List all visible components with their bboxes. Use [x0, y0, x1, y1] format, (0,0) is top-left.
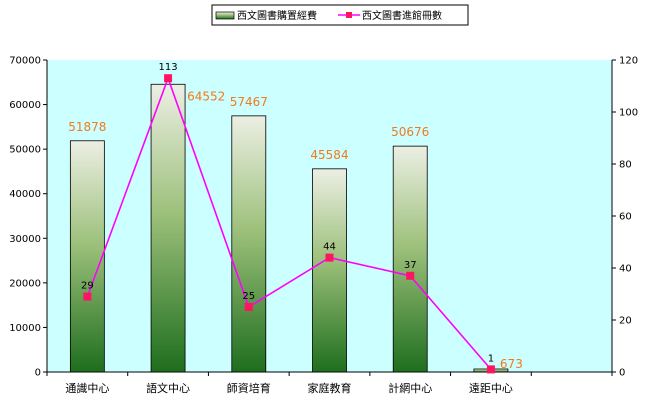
point-value-label: 113 — [159, 62, 178, 73]
point-labels: 29 113 25 44 37 1 — [81, 62, 494, 364]
category-label: 語文中心 — [146, 381, 190, 395]
bar-value-label: 57467 — [230, 95, 268, 109]
y-right-tick-label: 100 — [619, 108, 638, 119]
y-right-tick-label: 20 — [619, 316, 632, 327]
y-left-tick-label: 10000 — [9, 323, 41, 334]
y-right-tick-label: 0 — [619, 368, 625, 379]
series-point — [83, 292, 92, 301]
bar-value-label: 673 — [500, 357, 523, 371]
point-value-label: 37 — [404, 260, 417, 271]
legend-swatch-marker — [346, 12, 352, 18]
y-left-tick-label: 70000 — [9, 56, 41, 67]
point-value-label: 1 — [488, 353, 494, 364]
y-left-tick-label: 20000 — [9, 278, 41, 289]
legend: 西文圖書購置經費 西文圖書進館冊數 — [211, 4, 469, 26]
series-point — [406, 271, 415, 280]
bar-labels: 51878 64552 57467 45584 50676 673 — [68, 89, 523, 371]
bar — [69, 140, 105, 373]
y-left-tick-label: 50000 — [9, 145, 41, 156]
axes: 0 10000 20000 30000 40000 50000 60000 70000 0 20 4… — [9, 56, 638, 379]
category-labels: 通識中心 語文中心 師資培育 家庭教育 計網中心 遠距中心 — [65, 381, 513, 395]
bar — [392, 145, 428, 373]
y-right-tick-label: 120 — [619, 56, 638, 67]
y-right-tick-label: 40 — [619, 264, 632, 275]
legend-label-line: 西文圖書進館冊數 — [362, 9, 442, 22]
category-label: 家庭教育 — [308, 381, 352, 395]
bar-value-label: 51878 — [68, 120, 106, 134]
bars — [69, 83, 509, 373]
bar — [150, 83, 186, 373]
bar-value-label: 50676 — [391, 125, 429, 139]
y-right-tick-label: 80 — [619, 160, 632, 171]
bar-value-label: 64552 — [187, 89, 225, 103]
bar-value-label: 45584 — [310, 148, 348, 162]
y-left-tick-label: 0 — [35, 368, 41, 379]
line-series — [83, 74, 495, 374]
y-right-tick-label: 60 — [619, 212, 632, 223]
series-point — [486, 365, 495, 374]
series-line — [86, 75, 492, 370]
category-label: 通識中心 — [65, 382, 109, 395]
category-label: 遠距中心 — [469, 382, 513, 395]
series-point — [164, 74, 173, 83]
point-value-label: 29 — [81, 281, 94, 292]
y-left-tick-label: 60000 — [9, 100, 41, 111]
category-label: 師資培育 — [227, 381, 271, 395]
point-value-label: 25 — [242, 291, 255, 302]
bar — [231, 115, 267, 373]
y-left-tick-label: 40000 — [9, 189, 41, 200]
y-left-tick-label: 30000 — [9, 234, 41, 245]
bar — [312, 168, 347, 373]
series-point — [325, 253, 334, 262]
series-point — [244, 303, 253, 311]
category-label: 計網中心 — [388, 381, 432, 395]
legend-swatch-bar — [215, 11, 235, 20]
point-value-label: 44 — [323, 242, 336, 253]
legend-label-bar: 西文圖書購置經費 — [237, 9, 317, 22]
